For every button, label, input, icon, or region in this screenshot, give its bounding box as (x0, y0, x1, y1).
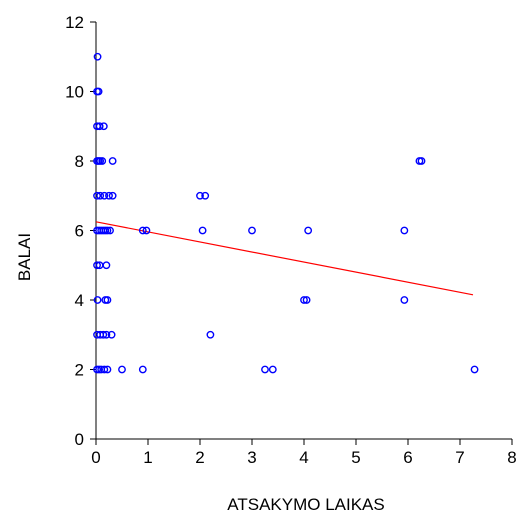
data-point (138, 226, 147, 235)
data-point (94, 87, 103, 96)
data-point (108, 191, 117, 200)
y-tick-label: 10 (65, 83, 84, 102)
y-tick-label: 0 (75, 430, 84, 449)
data-point (93, 52, 102, 61)
data-point (106, 226, 114, 235)
x-tick-label: 1 (143, 448, 152, 467)
x-tick-label: 0 (91, 448, 100, 467)
y-tick-label: 12 (65, 13, 84, 32)
y-tick-label: 2 (75, 361, 84, 380)
fit-line (95, 221, 474, 296)
data-point (93, 261, 101, 270)
data-point (103, 365, 112, 374)
data-point (108, 157, 117, 165)
data-point (201, 191, 210, 200)
x-axis-title: ATSAKYMO LAIKAS (227, 495, 384, 514)
data-point (100, 191, 109, 200)
y-axis-title: BALAI (15, 233, 34, 281)
data-point (417, 157, 426, 165)
data-point (107, 330, 116, 339)
x-tick-label: 7 (455, 448, 464, 467)
data-point (99, 122, 108, 131)
data-point (93, 191, 101, 200)
data-point (103, 296, 112, 304)
data-point (99, 330, 108, 339)
data-point (142, 226, 151, 235)
data-point (198, 226, 207, 235)
y-tick-label: 6 (75, 222, 84, 241)
data-point (138, 365, 147, 374)
data-point (302, 296, 311, 304)
data-point (98, 157, 107, 165)
data-point (268, 365, 277, 374)
x-tick-label: 3 (247, 448, 256, 467)
data-point (93, 296, 102, 304)
data-point (102, 261, 111, 270)
x-tick-label: 2 (195, 448, 204, 467)
data-point (400, 296, 409, 304)
data-point (96, 191, 105, 200)
data-point (206, 330, 215, 339)
y-tick-label: 8 (75, 152, 84, 171)
x-tick-label: 4 (299, 448, 308, 467)
data-point (95, 122, 104, 131)
data-point (261, 365, 269, 374)
data-point (196, 191, 204, 200)
x-tick-label: 8 (507, 448, 516, 467)
data-point (248, 226, 256, 235)
x-tick-label: 5 (351, 448, 360, 467)
data-point (105, 191, 113, 200)
data-point (100, 365, 109, 374)
data-point (300, 296, 308, 304)
data-point (470, 365, 479, 374)
data-point (118, 365, 126, 374)
data-point (102, 330, 111, 339)
points-layer (93, 52, 479, 374)
data-point (103, 226, 112, 235)
x-tick-label: 6 (403, 448, 412, 467)
fit-line-layer (95, 221, 474, 296)
y-tick-label: 4 (75, 291, 84, 310)
data-point (304, 226, 313, 235)
data-point (400, 226, 409, 235)
